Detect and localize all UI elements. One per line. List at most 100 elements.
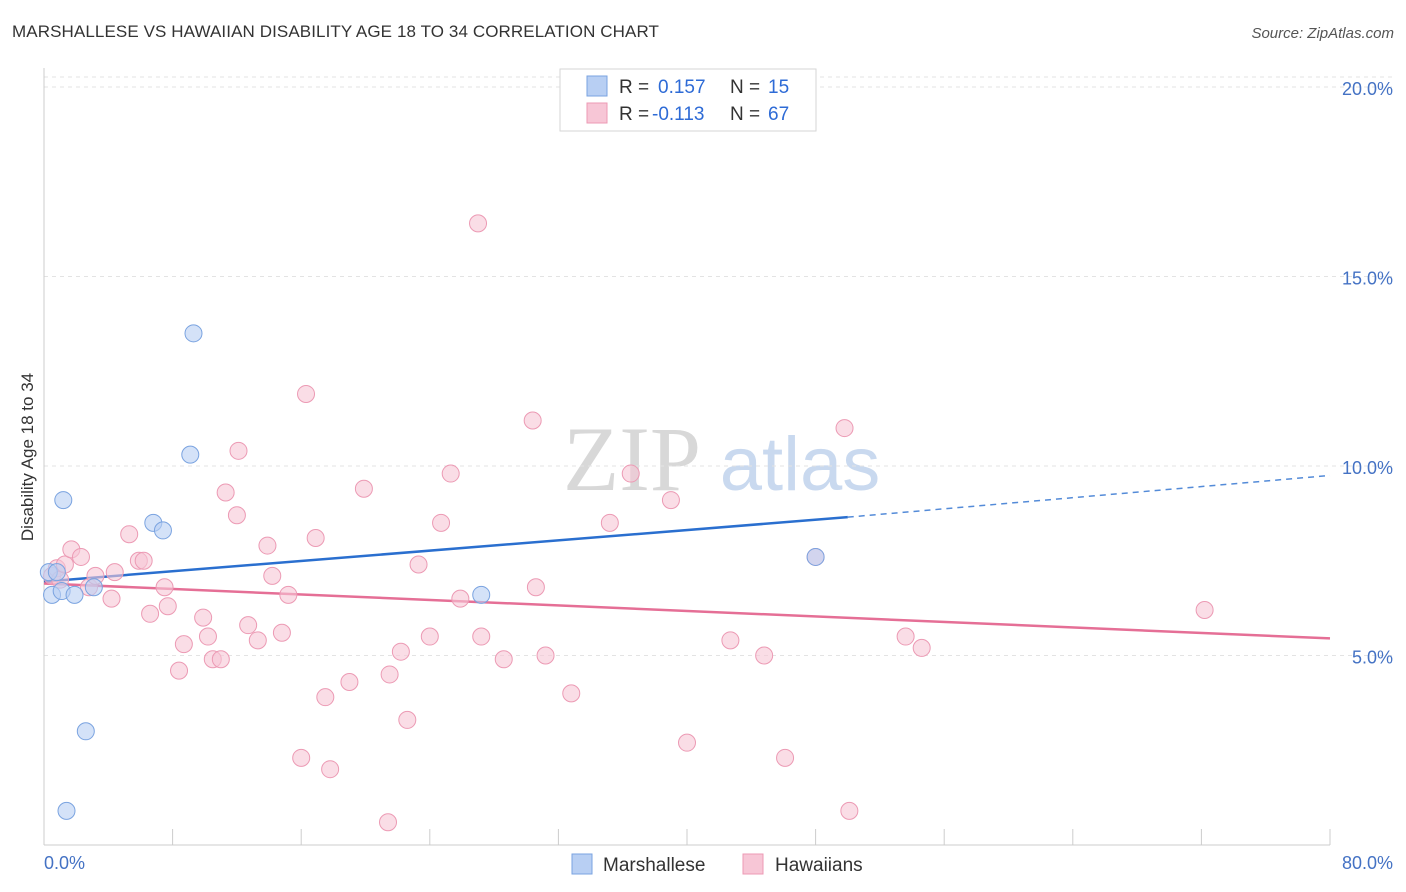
point-hawaiians-49 <box>494 650 513 669</box>
bottom-swatch-marshallese <box>571 853 593 875</box>
point-hawaiians-52 <box>536 646 555 665</box>
point-hawaiians-58 <box>721 631 740 650</box>
point-hawaiians-8 <box>102 589 121 608</box>
legend-n-value-1: 15 <box>768 77 789 98</box>
point-hawaiians-18 <box>194 608 213 627</box>
point-hawaiians-34 <box>316 688 335 707</box>
point-hawaiians-19 <box>198 627 217 646</box>
source-label: Source: ZipAtlas.com <box>1251 25 1394 42</box>
point-hawaiians-54 <box>600 513 619 532</box>
trend-line-marshallese <box>43 515 848 583</box>
y-axis-label: Disability Age 18 to 34 <box>18 373 37 541</box>
point-hawaiians-37 <box>354 479 373 498</box>
x-tick-label-min: 0.0% <box>44 853 85 873</box>
gridlines <box>44 76 1394 656</box>
point-marshallese-13 <box>472 585 491 604</box>
point-hawaiians-5 <box>71 547 90 566</box>
point-marshallese-6 <box>65 585 84 604</box>
point-hawaiians-41 <box>398 710 417 729</box>
point-marshallese-2 <box>47 563 66 582</box>
point-hawaiians-24 <box>229 441 248 460</box>
point-hawaiians-25 <box>239 616 258 635</box>
watermark-zip: ZIP <box>563 408 701 510</box>
data-points <box>39 214 1214 832</box>
x-tick-labels: 0.0% 80.0% <box>44 853 1393 873</box>
legend-r-value-2: -0.113 <box>652 104 704 125</box>
point-hawaiians-13 <box>141 604 160 623</box>
point-hawaiians-23 <box>227 506 246 525</box>
trend-line-marshallese-projection <box>847 474 1331 518</box>
point-hawaiians-62 <box>835 419 854 438</box>
point-hawaiians-65 <box>912 638 931 657</box>
point-hawaiians-9 <box>105 563 124 582</box>
legend-r-value-1: 0.157 <box>658 77 706 98</box>
point-hawaiians-63 <box>840 801 859 820</box>
point-marshallese-14 <box>806 547 825 566</box>
legend-r-label-1: R = <box>619 77 649 98</box>
point-hawaiians-56 <box>661 491 680 510</box>
trend-lines <box>43 474 1331 640</box>
axes <box>43 68 1331 846</box>
series-legend: Marshallese Hawaiians <box>571 853 863 876</box>
point-marshallese-12 <box>184 324 203 343</box>
point-hawaiians-48 <box>472 627 491 646</box>
point-marshallese-10 <box>153 521 172 540</box>
point-hawaiians-43 <box>420 627 439 646</box>
point-hawaiians-50 <box>523 411 542 430</box>
legend-r-label-2: R = <box>619 104 649 125</box>
point-hawaiians-17 <box>174 635 193 654</box>
y-tick-label-2: 15.0% <box>1342 268 1393 288</box>
point-hawaiians-44 <box>432 513 451 532</box>
point-hawaiians-29 <box>272 623 291 642</box>
trend-line-hawaiians <box>43 582 1331 640</box>
legend-n-label-2: N = <box>730 104 760 125</box>
legend-swatch-marshallese <box>586 75 608 97</box>
point-hawaiians-28 <box>263 566 282 585</box>
point-hawaiians-40 <box>391 642 410 661</box>
bottom-legend-hawaiians: Hawaiians <box>775 855 863 876</box>
point-hawaiians-22 <box>216 483 235 502</box>
point-hawaiians-26 <box>248 631 267 650</box>
point-marshallese-8 <box>84 578 103 597</box>
point-hawaiians-10 <box>120 525 139 544</box>
point-hawaiians-42 <box>409 555 428 574</box>
y-tick-label-1: 10.0% <box>1342 458 1393 478</box>
point-hawaiians-36 <box>340 673 359 692</box>
point-hawaiians-12 <box>134 551 153 570</box>
point-marshallese-4 <box>54 491 73 510</box>
legend-n-label-1: N = <box>730 77 760 98</box>
point-hawaiians-59 <box>755 646 774 665</box>
legend-n-value-2: 67 <box>768 104 789 125</box>
point-hawaiians-35 <box>321 760 340 779</box>
point-hawaiians-30 <box>279 585 298 604</box>
y-tick-label-3: 20.0% <box>1342 79 1393 99</box>
point-marshallese-7 <box>76 722 95 741</box>
point-hawaiians-15 <box>158 597 177 616</box>
point-hawaiians-51 <box>526 578 545 597</box>
point-hawaiians-46 <box>451 589 470 608</box>
point-hawaiians-53 <box>562 684 581 703</box>
point-hawaiians-45 <box>441 464 460 483</box>
chart-title: MARSHALLESE VS HAWAIIAN DISABILITY AGE 1… <box>12 22 660 41</box>
point-hawaiians-27 <box>258 536 277 555</box>
point-hawaiians-38 <box>379 813 398 832</box>
y-tick-label-0: 5.0% <box>1352 647 1393 667</box>
watermark-atlas: atlas <box>720 422 881 507</box>
point-hawaiians-39 <box>380 665 399 684</box>
point-hawaiians-55 <box>621 464 640 483</box>
point-hawaiians-47 <box>469 214 488 233</box>
point-hawaiians-21 <box>211 650 230 669</box>
bottom-legend-marshallese: Marshallese <box>603 855 705 876</box>
point-hawaiians-31 <box>292 748 311 767</box>
legend-swatch-hawaiians <box>586 102 608 124</box>
x-tick-label-max: 80.0% <box>1342 853 1393 873</box>
correlation-legend: R = 0.157 N = 15 R = -0.113 N = 67 <box>559 68 817 132</box>
point-hawaiians-16 <box>170 661 189 680</box>
point-hawaiians-64 <box>896 627 915 646</box>
point-hawaiians-33 <box>306 528 325 547</box>
point-hawaiians-57 <box>678 733 696 752</box>
point-marshallese-11 <box>181 445 200 464</box>
point-hawaiians-66 <box>1195 601 1214 620</box>
point-marshallese-5 <box>57 801 76 820</box>
